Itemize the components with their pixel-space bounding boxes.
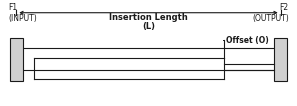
- Text: Offset (O): Offset (O): [226, 36, 268, 45]
- Text: F1
(INPUT): F1 (INPUT): [8, 3, 37, 23]
- Bar: [274, 38, 287, 81]
- Bar: [10, 38, 23, 81]
- Text: (L): (L): [142, 22, 155, 31]
- Text: F2
(OUTPUT): F2 (OUTPUT): [252, 3, 289, 23]
- Text: Insertion Length: Insertion Length: [109, 13, 188, 22]
